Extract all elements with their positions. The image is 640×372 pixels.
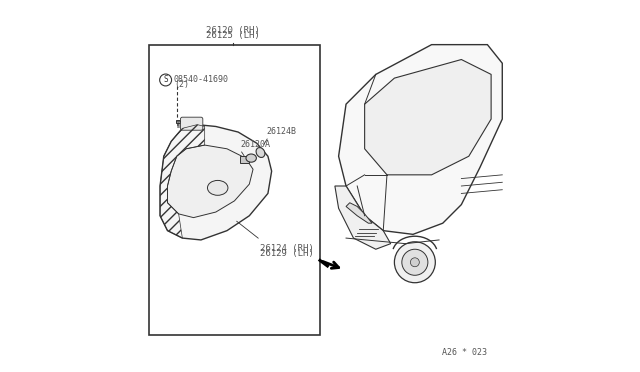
Polygon shape [335, 186, 390, 249]
FancyBboxPatch shape [240, 156, 250, 163]
Ellipse shape [207, 180, 228, 195]
Polygon shape [339, 45, 502, 234]
Text: 08540-41690: 08540-41690 [174, 76, 229, 84]
FancyBboxPatch shape [180, 117, 203, 130]
Circle shape [410, 258, 419, 267]
Circle shape [402, 249, 428, 275]
Text: (2): (2) [174, 80, 189, 89]
Circle shape [394, 242, 435, 283]
Polygon shape [365, 60, 491, 175]
FancyBboxPatch shape [175, 120, 180, 123]
Bar [149, 45, 320, 335]
Ellipse shape [256, 148, 265, 157]
Text: 26125 (LH): 26125 (LH) [205, 31, 259, 40]
Circle shape [159, 74, 172, 86]
Text: 26120 (RH): 26120 (RH) [205, 26, 259, 35]
Text: A26 * 023: A26 * 023 [442, 348, 488, 357]
Text: 26120A: 26120A [240, 140, 270, 149]
Text: S: S [163, 76, 168, 84]
Polygon shape [168, 145, 253, 218]
Text: 26129 (LH): 26129 (LH) [260, 249, 314, 258]
Ellipse shape [246, 154, 257, 162]
Text: 26124B: 26124B [266, 127, 296, 136]
Polygon shape [346, 203, 372, 223]
Text: 26124 (RH): 26124 (RH) [260, 244, 314, 253]
Polygon shape [160, 125, 271, 240]
